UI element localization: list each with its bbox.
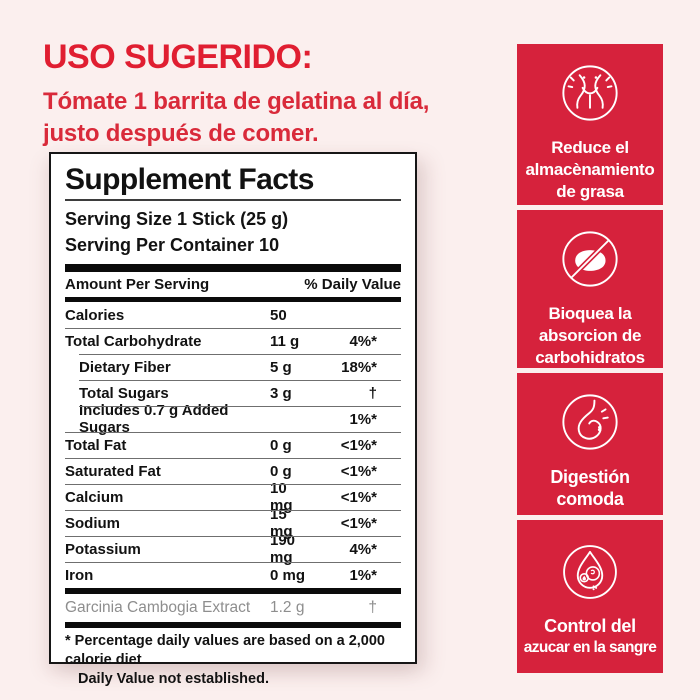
- thick-divider: [65, 297, 401, 303]
- benefit-line: Reduce el: [551, 138, 629, 157]
- nutrient-dv: †: [368, 384, 377, 402]
- benefit-line: comoda: [556, 489, 624, 509]
- nutrient-amount: 0 g: [270, 436, 292, 454]
- benefit-line: absorcion de: [538, 326, 642, 345]
- nutrient-row: Dietary Fiber 5 g 18%*: [65, 354, 401, 380]
- nutrient-row: Potassium 190 mg 4%*: [65, 532, 401, 566]
- facts-title: Supplement Facts: [65, 163, 314, 196]
- subtitle-line-1: Tómate 1 barrita de gelatina al día,: [43, 88, 430, 115]
- nutrient-dv: 4%*: [349, 332, 377, 350]
- benefit-card-blood-sugar: Control del azucar en la sangre: [517, 520, 663, 673]
- nutrient-amount: 5 g: [270, 358, 292, 376]
- nutrient-row: Total Carbohydrate 11 g 4%*: [65, 328, 401, 354]
- amount-column-header: Amount Per Serving: [65, 276, 210, 294]
- nutrient-row: Iron 0 mg 1%*: [65, 562, 401, 588]
- benefit-line: Bioquea la: [548, 304, 632, 323]
- servings-per-container: Serving Per Container 10: [65, 234, 280, 255]
- nutrient-dv: 18%*: [341, 358, 377, 376]
- nutrient-row: Total Fat 0 g <1%*: [65, 432, 401, 458]
- footnote-line-1: * Percentage daily values are based on a…: [65, 633, 385, 669]
- benefit-line: de grasa: [556, 182, 624, 201]
- suggested-use-header: USO SUGERIDO: Tómate 1 barrita de gelati…: [43, 38, 483, 150]
- benefit-line: azucar en la sangre: [523, 639, 657, 656]
- benefit-card-digestion: Digestión comoda: [517, 373, 663, 515]
- nutrient-amount: 190 mg: [270, 532, 296, 567]
- divider: [65, 199, 401, 201]
- extract-dv: †: [368, 599, 377, 617]
- thick-divider: [65, 622, 401, 629]
- thick-divider: [65, 264, 401, 273]
- nutrient-dv: <1%*: [340, 436, 377, 454]
- benefit-line: almacènamiento: [525, 160, 655, 179]
- footnote: * Percentage daily values are based on a…: [65, 632, 401, 689]
- nutrient-dv: 1%*: [349, 410, 377, 428]
- nutrient-name: Total Sugars: [79, 384, 169, 402]
- nutrient-name: Dietary Fiber: [79, 358, 171, 376]
- nutrient-row: Calcium 10 mg <1%*: [65, 480, 401, 514]
- nutrient-row: Saturated Fat 0 g <1%*: [65, 458, 401, 484]
- benefit-card-fat-storage: Reduce el almacènamiento de grasa: [517, 44, 663, 205]
- nutrient-name: Saturated Fat: [65, 462, 161, 480]
- footnote-line-2: Daily Value not established.: [78, 671, 269, 688]
- nutrient-dv: <1%*: [340, 514, 377, 532]
- nutrient-name: Calcium: [65, 488, 124, 506]
- thick-divider: [65, 588, 401, 595]
- page-title: USO SUGERIDO:: [43, 38, 313, 76]
- nutrient-name: Calories: [65, 306, 125, 324]
- nutrient-row: Sodium 15 mg <1%*: [65, 506, 401, 540]
- subtitle-line-2: justo después de comer.: [43, 119, 319, 147]
- nutrient-dv: <1%*: [340, 488, 377, 506]
- benefit-card-carb-absorption: Bioquea la absorcion de carbohidratos: [517, 210, 663, 368]
- nutrient-name: Potassium: [65, 540, 141, 558]
- nutrient-name: Includes 0.7 g Added Sugars: [79, 402, 229, 437]
- nutrient-amount: 0 mg: [270, 566, 306, 584]
- benefit-line: Control del: [544, 616, 636, 636]
- nutrient-dv: <1%*: [340, 462, 377, 480]
- benefit-line: Digestión: [550, 467, 630, 487]
- nutrient-name: Sodium: [65, 514, 120, 532]
- nutrient-dv: 4%*: [349, 540, 377, 558]
- nutrient-amount: 11 g: [270, 332, 300, 350]
- benefit-line: carbohidratos: [535, 348, 645, 367]
- nutrient-row: Total Sugars 3 g †: [65, 380, 401, 406]
- extract-row: Garcinia Cambogia Extract 1.2 g †: [65, 594, 401, 622]
- nutrient-row: Includes 0.7 g Added Sugars 1%*: [65, 402, 401, 436]
- nutrient-rows: Calories 50 Total Carbohydrate 11 g 4%* …: [65, 302, 401, 588]
- serving-size: Serving Size 1 Stick (25 g): [65, 209, 289, 229]
- nutrient-amount: 50: [270, 306, 287, 324]
- nutrient-name: Total Fat: [65, 436, 127, 454]
- nutrient-dv: 1%*: [349, 566, 377, 584]
- nutrient-amount: 0 g: [270, 462, 292, 480]
- nutrient-row: Calories 50: [65, 302, 401, 328]
- nutrient-name: Iron: [65, 566, 94, 584]
- stomach-icon: [553, 385, 627, 459]
- column-headers: Amount Per Serving % Daily Value: [65, 272, 401, 297]
- nutrient-amount: 3 g: [270, 384, 292, 402]
- supplement-facts-panel: Supplement Facts Serving Size 1 Stick (2…: [49, 152, 417, 687]
- extract-amount: 1.2 g: [270, 599, 305, 617]
- waist-icon: [553, 56, 627, 130]
- carb-block-icon: [553, 222, 627, 296]
- blood-sugar-icon: [554, 536, 626, 608]
- nutrient-name: Total Carbohydrate: [65, 332, 202, 350]
- extract-name: Garcinia Cambogia Extract: [65, 599, 251, 617]
- dv-column-header: % Daily Value: [304, 276, 401, 294]
